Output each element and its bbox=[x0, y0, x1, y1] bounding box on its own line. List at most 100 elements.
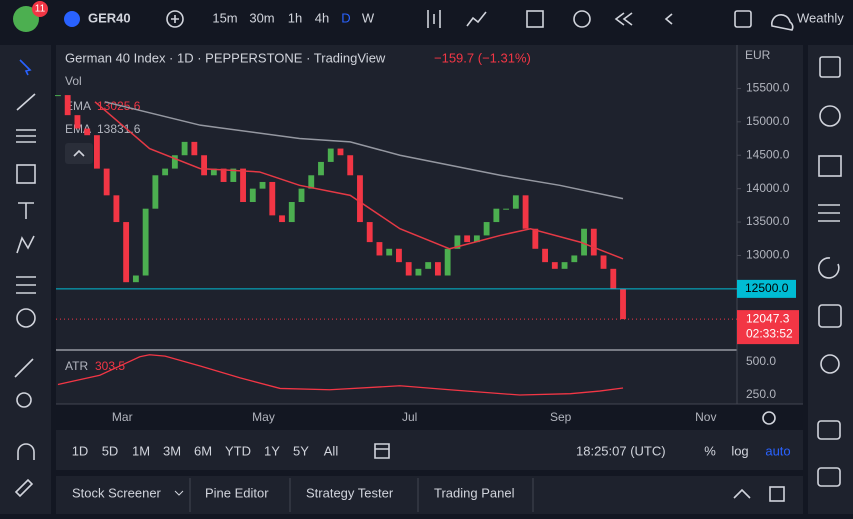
candle bbox=[279, 215, 285, 223]
range-button[interactable]: YTD bbox=[225, 443, 251, 458]
icon-tool[interactable] bbox=[16, 308, 36, 328]
layouts[interactable] bbox=[526, 10, 544, 28]
candle bbox=[230, 168, 237, 182]
candle bbox=[191, 141, 198, 156]
candle bbox=[240, 168, 246, 203]
candle bbox=[473, 235, 480, 243]
candle bbox=[152, 175, 159, 209]
watchlist[interactable] bbox=[819, 56, 841, 78]
chart-type[interactable] bbox=[427, 10, 441, 28]
calendar[interactable] bbox=[818, 304, 842, 328]
replay[interactable] bbox=[614, 12, 633, 26]
vol-label: Vol bbox=[65, 74, 82, 88]
candle bbox=[366, 222, 373, 243]
range-button[interactable]: 5Y bbox=[293, 443, 309, 458]
indicators[interactable] bbox=[466, 11, 487, 27]
undo[interactable] bbox=[664, 13, 673, 25]
range-button[interactable]: All bbox=[324, 443, 339, 458]
settings[interactable] bbox=[762, 411, 776, 425]
hotlists[interactable] bbox=[818, 257, 840, 279]
messages[interactable] bbox=[817, 467, 841, 487]
currency[interactable]: EUR bbox=[745, 48, 771, 62]
candle bbox=[142, 208, 149, 276]
range-button[interactable]: 1M bbox=[132, 443, 150, 458]
draw-mode[interactable] bbox=[14, 478, 34, 498]
badge bbox=[32, 1, 48, 17]
range-button[interactable]: 5D bbox=[102, 443, 119, 458]
candle bbox=[288, 202, 295, 223]
candle bbox=[396, 248, 402, 263]
x-tick-label: Mar bbox=[112, 410, 133, 424]
candle bbox=[434, 262, 441, 276]
chart-title: German 40 Index · 1D · PEPPERSTONE · Tra… bbox=[65, 50, 386, 65]
symbol[interactable]: GER40 bbox=[88, 10, 131, 25]
chats[interactable] bbox=[817, 420, 841, 440]
panel-tab[interactable]: Trading Panel bbox=[434, 485, 515, 500]
y-tick-label: 15000.0 bbox=[746, 114, 790, 128]
log-toggle[interactable]: log bbox=[731, 443, 748, 458]
interval[interactable]: 15m bbox=[212, 10, 237, 25]
candle bbox=[249, 188, 256, 203]
range-button[interactable]: 3M bbox=[163, 443, 181, 458]
text-tool[interactable] bbox=[18, 202, 34, 219]
measure-tool[interactable] bbox=[14, 358, 34, 378]
candle bbox=[551, 262, 558, 269]
candle bbox=[308, 175, 315, 189]
countdown: 02:33:52 bbox=[746, 326, 793, 340]
range-button[interactable]: 6M bbox=[194, 443, 212, 458]
percent-toggle[interactable]: % bbox=[704, 443, 716, 458]
layout-name[interactable]: Weathly bbox=[797, 10, 844, 25]
level-label: 12500.0 bbox=[745, 281, 789, 295]
date-range[interactable] bbox=[374, 443, 390, 459]
candle bbox=[318, 161, 324, 176]
collapse-panel[interactable] bbox=[733, 488, 751, 499]
interval[interactable]: 30m bbox=[249, 10, 274, 25]
range-button[interactable]: 1D bbox=[72, 443, 89, 458]
candle bbox=[444, 248, 451, 276]
interval[interactable]: W bbox=[362, 10, 375, 25]
collapse-legend[interactable] bbox=[65, 143, 93, 164]
x-tick-label: Nov bbox=[695, 410, 716, 424]
panel-tab[interactable]: Strategy Tester bbox=[306, 485, 394, 500]
candle bbox=[522, 195, 529, 229]
y-tick-label: 14500.0 bbox=[746, 147, 790, 161]
panel-tab[interactable]: Stock Screener bbox=[72, 485, 162, 500]
pattern-tool[interactable] bbox=[16, 235, 35, 254]
zoom-tool[interactable] bbox=[16, 392, 32, 408]
news[interactable] bbox=[818, 155, 842, 177]
logo[interactable] bbox=[13, 6, 39, 32]
candle bbox=[113, 195, 120, 223]
add-symbol[interactable] bbox=[166, 10, 184, 28]
panel-tab[interactable]: Pine Editor bbox=[205, 485, 269, 500]
alert[interactable] bbox=[573, 10, 591, 28]
shape-tool[interactable] bbox=[16, 164, 36, 184]
price-change: −159.7 (−1.31%) bbox=[434, 50, 531, 65]
candle bbox=[512, 195, 519, 209]
fullscreen[interactable] bbox=[734, 10, 752, 28]
range-button[interactable]: 1Y bbox=[264, 443, 280, 458]
candle bbox=[171, 155, 178, 169]
auto-toggle[interactable]: auto bbox=[765, 443, 790, 458]
trend-line-tool[interactable] bbox=[16, 93, 36, 111]
candle bbox=[610, 268, 617, 289]
data-window[interactable] bbox=[818, 204, 840, 222]
candle bbox=[181, 141, 188, 156]
fib-tool[interactable] bbox=[16, 129, 36, 143]
candle bbox=[64, 95, 71, 116]
candle bbox=[55, 95, 61, 97]
maximize-panel[interactable] bbox=[769, 486, 785, 502]
interval[interactable]: 4h bbox=[315, 10, 329, 25]
badge-count: 11 bbox=[35, 4, 46, 15]
interval[interactable]: D bbox=[341, 10, 350, 25]
ideas[interactable] bbox=[820, 354, 840, 374]
interval[interactable]: 1h bbox=[288, 10, 302, 25]
alerts[interactable] bbox=[819, 105, 841, 127]
candle bbox=[425, 262, 432, 269]
candle bbox=[201, 155, 208, 176]
cursor-tool[interactable] bbox=[19, 59, 32, 76]
prediction-tool[interactable] bbox=[16, 276, 36, 294]
magnet-tool[interactable] bbox=[17, 443, 35, 460]
candle bbox=[269, 181, 276, 216]
candle bbox=[337, 148, 344, 156]
